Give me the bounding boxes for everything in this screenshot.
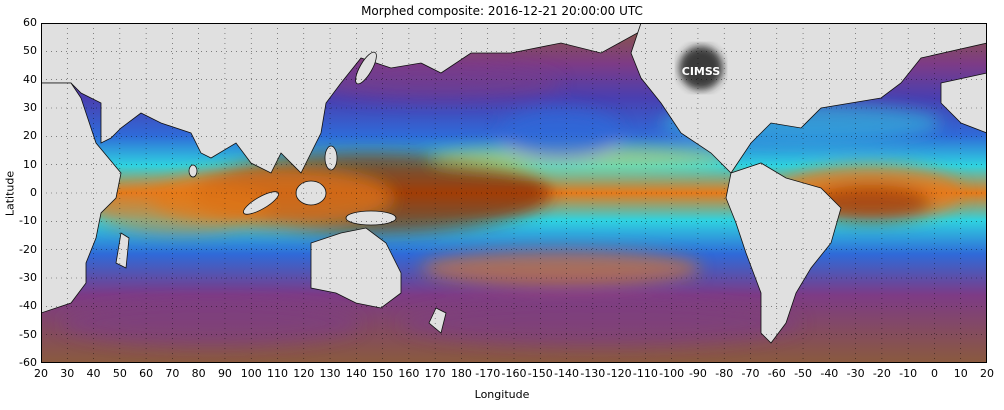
- y-tick-label: 60: [23, 16, 37, 29]
- x-tick-label: -100: [659, 367, 685, 380]
- land-asia: [41, 23, 642, 174]
- x-tick-label: 160: [398, 367, 420, 380]
- map-title: Morphed composite: 2016-12-21 20:00:00 U…: [361, 4, 643, 18]
- x-tick-label: 90: [217, 367, 232, 380]
- land-africa: [41, 82, 122, 314]
- x-tick-label: 130: [319, 367, 341, 380]
- x-tick-label: -140: [554, 367, 580, 380]
- y-tick-label: 50: [23, 44, 37, 58]
- x-tick-label: -50: [794, 367, 813, 380]
- x-tick-label: -160: [501, 367, 527, 380]
- x-tick-label: -30: [846, 367, 865, 380]
- land-madagascar: [115, 232, 130, 269]
- y-tick-label: -20: [19, 242, 37, 256]
- x-tick-label: -20: [872, 367, 891, 380]
- x-axis-label: Longitude: [474, 388, 530, 401]
- map-frame: [41, 23, 987, 363]
- land-philippines: [324, 145, 338, 171]
- cimss-logo: [679, 46, 723, 90]
- x-tick-label: 60: [139, 367, 154, 380]
- x-tick-label: 10: [953, 367, 968, 380]
- x-tick-label: 30: [60, 367, 75, 380]
- x-tick-label: -170: [475, 367, 501, 380]
- y-tick-label: -60: [19, 356, 37, 369]
- x-tick-label: 80: [191, 367, 206, 380]
- x-tick-label: -110: [632, 367, 658, 380]
- lat-lon-grid: [41, 23, 987, 363]
- x-tick-label: 150: [372, 367, 394, 380]
- x-tick-label: 20: [980, 367, 994, 380]
- x-tick-label: -130: [580, 367, 606, 380]
- land-new-guinea: [345, 210, 397, 226]
- y-tick-label: 10: [23, 157, 37, 171]
- land-europe-west: [940, 72, 987, 134]
- x-tick-label: 0: [930, 367, 938, 380]
- x-tick-label: -120: [606, 367, 632, 380]
- x-tick-label: -60: [767, 367, 786, 380]
- x-tick-label: 140: [345, 367, 367, 380]
- y-tick-label: 40: [23, 72, 37, 86]
- x-tick-label: 100: [240, 367, 262, 380]
- land-new-zealand: [428, 307, 447, 334]
- y-tick-label: -50: [19, 327, 37, 341]
- x-tick-label: 20: [34, 367, 48, 380]
- x-tick-label: 50: [112, 367, 127, 380]
- x-tick-label: -80: [715, 367, 734, 380]
- land-sri-lanka: [188, 164, 198, 178]
- y-tick-label: 30: [23, 101, 37, 114]
- y-tick-label: -40: [19, 299, 37, 313]
- x-tick-label: 40: [86, 367, 101, 380]
- x-tick-label: 70: [165, 367, 180, 380]
- land-australia: [310, 227, 402, 309]
- x-tick-label: -90: [688, 367, 707, 380]
- land-japan: [355, 51, 377, 85]
- x-tick-label: -70: [741, 367, 760, 380]
- precipitable-water-map: CIMSS: [41, 23, 987, 363]
- x-tick-label: 180: [450, 367, 472, 380]
- x-tick-label: 110: [267, 367, 288, 380]
- x-tick-label: 120: [293, 367, 315, 380]
- land-south-america: [725, 162, 842, 344]
- land-sumatra: [243, 191, 279, 215]
- y-tick-label: -30: [19, 271, 37, 284]
- x-tick-label: -40: [820, 367, 839, 380]
- y-tick-label: -10: [19, 214, 37, 228]
- y-tick-label: 20: [23, 129, 37, 143]
- x-tick-label: -150: [527, 367, 553, 380]
- x-tick-label: 170: [424, 367, 446, 380]
- cimss-logo-text: CIMSS: [682, 65, 721, 78]
- y-tick-label: 0: [30, 186, 37, 199]
- x-tick-label: -10: [899, 367, 918, 380]
